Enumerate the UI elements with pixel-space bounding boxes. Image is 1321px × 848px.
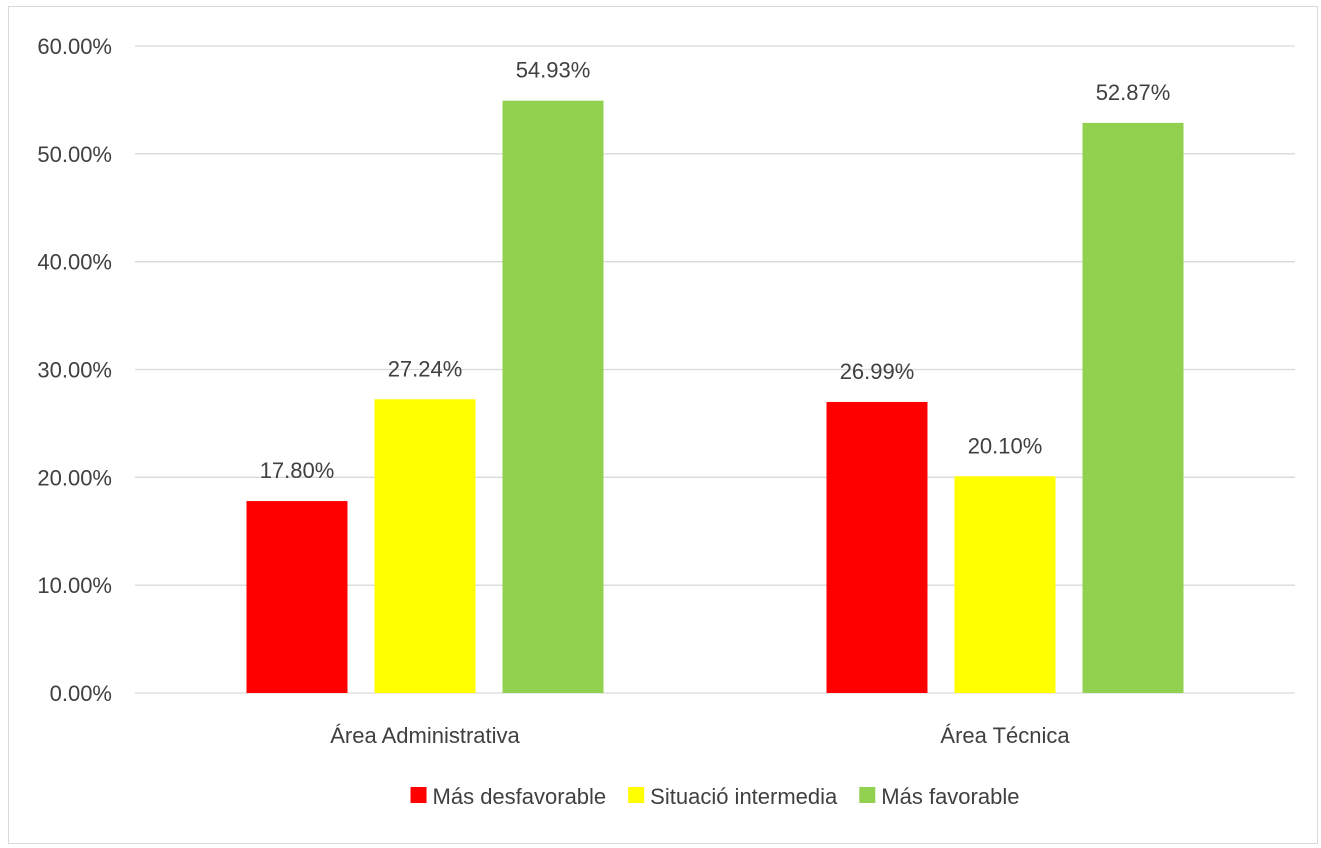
bar (954, 476, 1056, 693)
y-tick-label: 10.00% (37, 573, 112, 598)
bars (246, 100, 1184, 693)
legend: Más desfavorable Situació intermedia Más f… (410, 784, 1019, 809)
data-labels: 17.80% 27.24% 54.93% 26.99% 20.10% 52.87% (260, 58, 1171, 483)
legend-label: Situació intermedia (650, 784, 838, 809)
data-label: 52.87% (1096, 80, 1171, 105)
legend-label: Más desfavorable (433, 784, 607, 809)
y-tick-label: 0.00% (50, 681, 112, 706)
y-axis-tick-labels: 0.00% 10.00% 20.00% 30.00% 40.00% 50.00% 60.00… (37, 34, 112, 706)
y-tick-label: 30.00% (37, 358, 112, 383)
legend-swatch (859, 787, 876, 803)
data-label: 26.99% (840, 359, 915, 384)
y-tick-label: 40.00% (37, 250, 112, 275)
category-label: Área Administrativa (330, 723, 520, 748)
bar (246, 501, 348, 693)
y-tick-label: 50.00% (37, 142, 112, 167)
bar (826, 401, 928, 693)
legend-label: Más favorable (881, 784, 1019, 809)
category-label: Área Técnica (940, 723, 1070, 748)
legend-swatch (628, 787, 645, 803)
bar (1082, 122, 1184, 693)
bar (502, 100, 604, 693)
y-tick-label: 60.00% (37, 34, 112, 59)
data-label: 17.80% (260, 458, 335, 483)
data-label: 20.10% (968, 433, 1043, 458)
data-label: 27.24% (388, 356, 463, 381)
y-tick-label: 20.00% (37, 465, 112, 490)
legend-swatch (410, 787, 427, 803)
bar (374, 399, 476, 693)
x-axis-category-labels: Área Administrativa Área Técnica (330, 723, 1070, 748)
data-label: 54.93% (516, 58, 591, 83)
